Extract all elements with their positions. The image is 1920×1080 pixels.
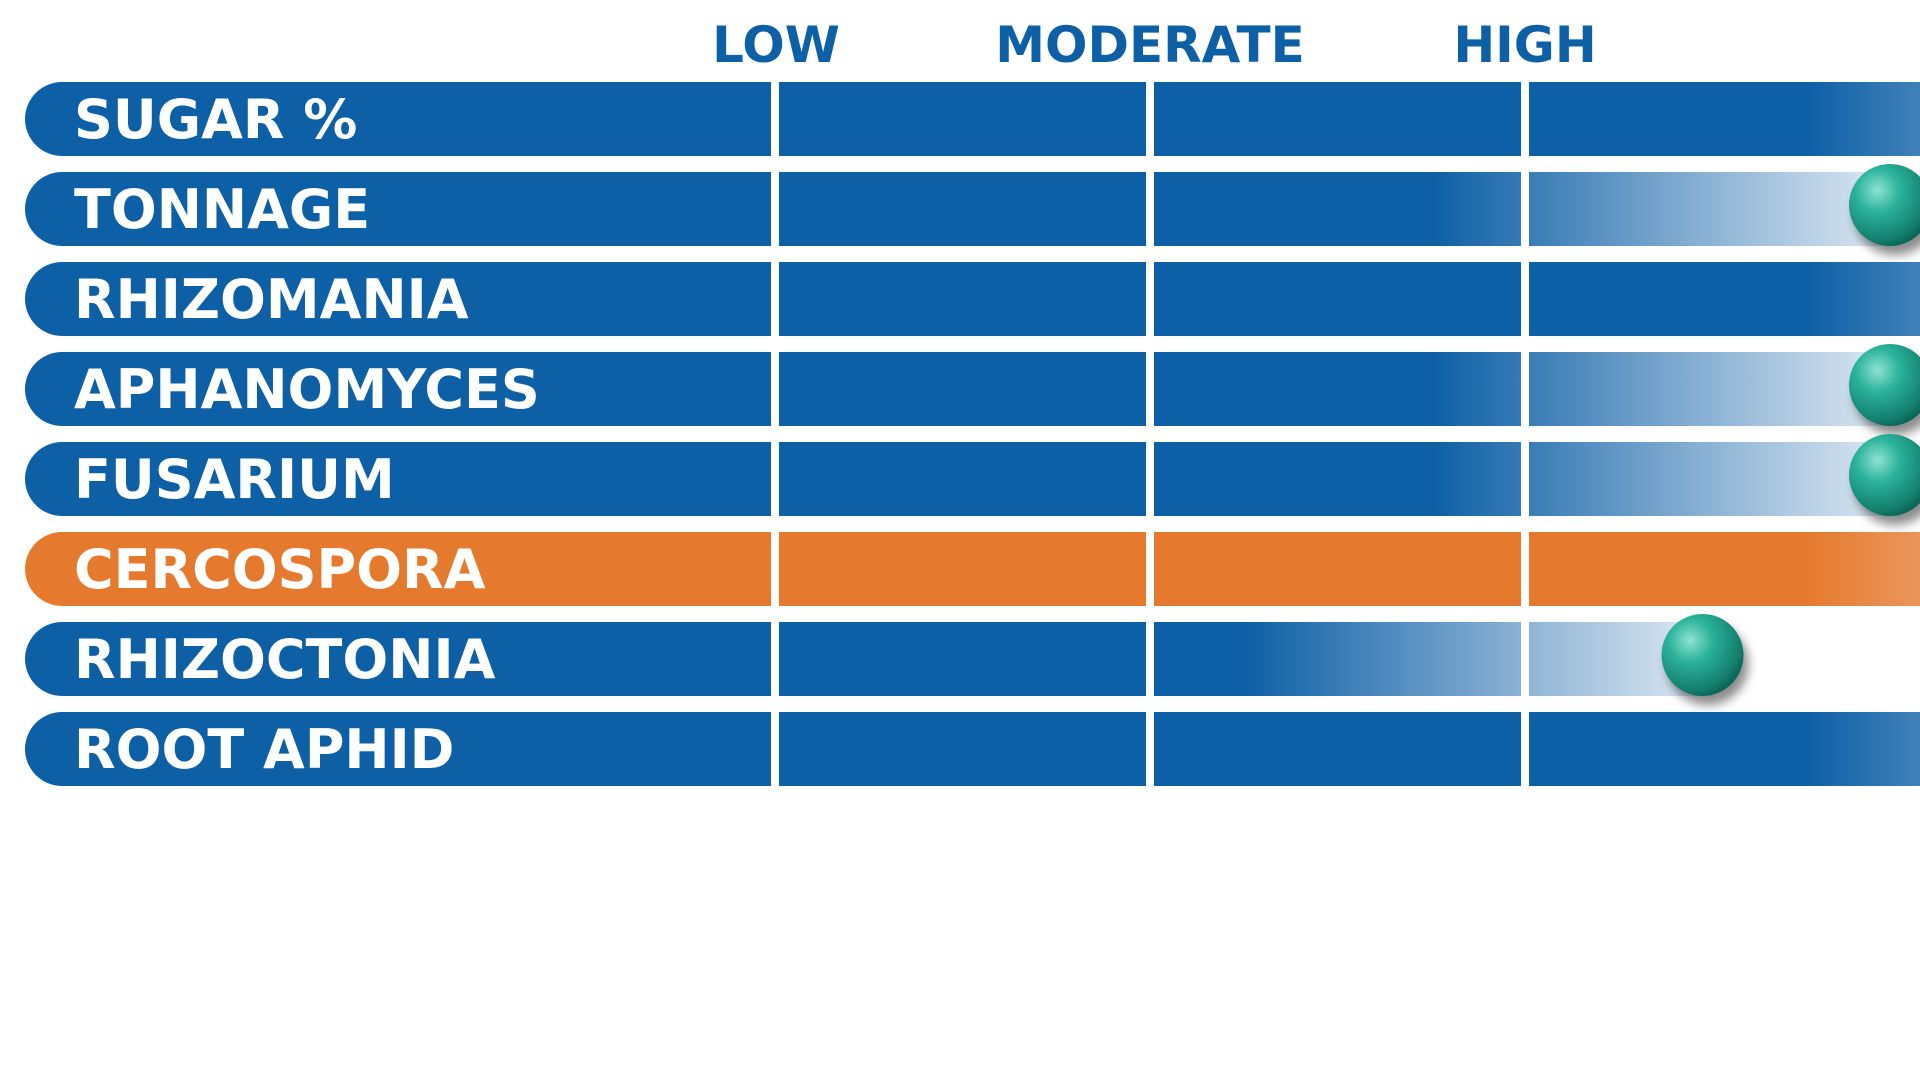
bar-divider [771,622,779,696]
bar-rhizoctonia [25,622,1713,696]
bar-root-aphid [25,712,1920,786]
row-label-cercospora: CERCOSPORA [74,538,486,601]
row-aphanomyces: APHANOMYCES [25,344,1920,426]
bar-divider [1146,352,1154,426]
bar-divider [1521,532,1529,606]
bar-divider [1521,262,1529,336]
row-label-root-aphid: ROOT APHID [74,718,455,781]
row-label-rhizomania: RHIZOMANIA [74,268,469,331]
bar-tonnage [25,172,1900,246]
rating-marker-aphanomyces [1849,344,1920,426]
row-label-sugar: SUGAR % [74,88,357,151]
row-cercospora: CERCOSPORA [25,532,1920,606]
bar-rhizomania [25,262,1920,336]
bar-divider [1146,82,1154,156]
bar-divider [771,172,779,246]
row-tonnage: TONNAGE [25,164,1920,246]
row-label-rhizoctonia: RHIZOCTONIA [74,628,496,691]
bar-divider [1521,442,1529,516]
row-sugar: SUGAR % [25,82,1920,156]
bar-divider [1521,82,1529,156]
bar-divider [771,352,779,426]
bar-aphanomyces [25,352,1900,426]
scale-labels: LOW MODERATE HIGH [712,16,1597,74]
scale-label-high: HIGH [1453,16,1596,74]
bar-divider [771,262,779,336]
bar-divider [1521,622,1529,696]
bar-sugar [25,82,1920,156]
bar-rows: SUGAR % TONNAGE RHIZOMANIA APHANOMYCES FUSAR… [25,82,1920,786]
row-label-tonnage: TONNAGE [74,178,370,241]
rating-marker-tonnage [1849,164,1920,246]
scale-label-moderate: MODERATE [995,16,1305,74]
bar-fusarium [25,442,1900,516]
bar-divider [1146,262,1154,336]
row-label-aphanomyces: APHANOMYCES [74,358,540,421]
bar-cercospora [25,532,1920,606]
bar-divider [771,712,779,786]
bar-divider [1521,712,1529,786]
row-fusarium: FUSARIUM [25,434,1920,516]
bar-divider [1521,172,1529,246]
bar-divider [1146,442,1154,516]
row-root-aphid: ROOT APHID [25,712,1920,786]
scale-label-low: LOW [712,16,840,74]
bar-divider [1146,712,1154,786]
row-rhizoctonia: RHIZOCTONIA [25,614,1744,696]
rating-marker-fusarium [1849,434,1920,516]
bar-divider [771,532,779,606]
row-label-fusarium: FUSARIUM [74,448,395,511]
bar-divider [771,442,779,516]
bar-divider [1146,622,1154,696]
bar-divider [1146,532,1154,606]
row-rhizomania: RHIZOMANIA [25,262,1920,336]
rating-marker-rhizoctonia [1661,614,1744,696]
bar-divider [771,82,779,156]
bar-divider [1521,352,1529,426]
bar-divider [1146,172,1154,246]
